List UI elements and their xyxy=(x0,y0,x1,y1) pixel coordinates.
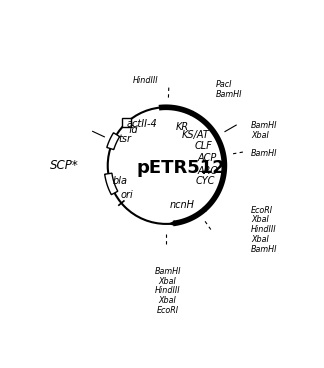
Polygon shape xyxy=(158,105,227,226)
Text: BamHI: BamHI xyxy=(251,121,278,130)
Text: XbaI: XbaI xyxy=(251,235,269,244)
Text: HindIII: HindIII xyxy=(155,286,180,295)
Text: BamHI: BamHI xyxy=(216,90,243,99)
Text: bla: bla xyxy=(112,176,127,185)
Text: ACP: ACP xyxy=(198,153,217,163)
Text: pETR512: pETR512 xyxy=(136,159,225,177)
Text: ARO: ARO xyxy=(197,166,218,176)
Text: HindIII: HindIII xyxy=(251,225,277,234)
Polygon shape xyxy=(168,220,176,226)
Text: fd: fd xyxy=(128,125,138,135)
Polygon shape xyxy=(107,133,120,150)
Text: BamHI: BamHI xyxy=(251,244,278,254)
Text: ncnH: ncnH xyxy=(169,200,194,210)
Text: PacI: PacI xyxy=(216,81,233,89)
Text: KS/AT: KS/AT xyxy=(181,130,209,140)
Text: EcoRI: EcoRI xyxy=(156,306,179,315)
Polygon shape xyxy=(122,118,131,127)
Text: XbaI: XbaI xyxy=(251,215,269,224)
Text: HindIII: HindIII xyxy=(133,77,159,85)
Text: BamHI: BamHI xyxy=(155,267,181,276)
Text: ori: ori xyxy=(121,190,133,200)
Text: XbaI: XbaI xyxy=(159,277,177,286)
Polygon shape xyxy=(105,173,118,195)
Text: SCP*: SCP* xyxy=(51,159,79,172)
Polygon shape xyxy=(190,110,198,117)
Text: BamHI: BamHI xyxy=(251,149,278,158)
Text: actII-4: actII-4 xyxy=(126,118,157,128)
Text: KR: KR xyxy=(176,122,189,132)
Text: CLF: CLF xyxy=(194,141,212,151)
Polygon shape xyxy=(200,207,207,214)
Text: tsr: tsr xyxy=(119,134,132,144)
Text: XbaI: XbaI xyxy=(159,296,177,305)
Text: EcoRI: EcoRI xyxy=(251,206,273,215)
Text: XbaI: XbaI xyxy=(251,131,269,140)
Text: CYC: CYC xyxy=(195,176,215,186)
